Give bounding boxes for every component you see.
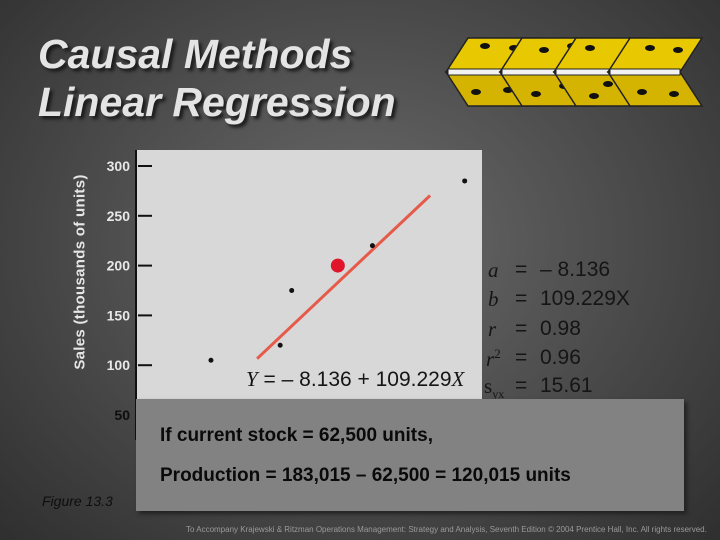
stat-syx-equals: = [515, 374, 528, 397]
stat-b-symbol: b [488, 287, 499, 311]
stat-r2-value: 0.96 [540, 346, 581, 369]
forecast-point [330, 258, 345, 273]
slide-title: Causal Methods Linear Regression [38, 30, 396, 126]
observation-point [208, 357, 214, 363]
y-ticks: 300 250 200 150 100 50 [107, 158, 152, 423]
y-tick-label: 100 [107, 357, 131, 373]
stat-r2-symbol: r2 [486, 346, 501, 371]
dice-icon [444, 37, 704, 107]
y-tick-label: 300 [107, 158, 131, 174]
stat-r2-equals: = [515, 346, 528, 369]
stat-a-symbol: a [488, 258, 499, 282]
observation-point [277, 342, 283, 348]
stat-r-value: 0.98 [540, 317, 581, 340]
y-tick-label: 250 [107, 208, 131, 224]
observations [208, 178, 468, 363]
stat-b-value: 109.229X [540, 287, 630, 310]
stat-r-symbol: r [488, 317, 497, 341]
stat-a-equals: = [515, 258, 528, 281]
stat-a-value: – 8.136 [540, 258, 611, 281]
observation-point [369, 243, 375, 249]
y-tick-label: 200 [107, 258, 131, 274]
y-tick-label: 50 [114, 407, 130, 423]
plot-background [136, 150, 482, 440]
figure-label: Figure 13.3 [42, 493, 113, 509]
stat-syx-symbol: syx [484, 374, 505, 402]
observation-point [462, 178, 468, 184]
observation-point [289, 288, 295, 293]
footer-credit: To Accompany Krajewski & Ritzman Operati… [186, 525, 707, 534]
stat-r-equals: = [515, 317, 528, 340]
regression-line [256, 194, 432, 360]
callout-box: If current stock = 62,500 units, Product… [136, 399, 684, 511]
y-tick-label: 150 [107, 307, 131, 323]
title-line-1: Causal Methods [38, 31, 353, 77]
stat-b-equals: = [515, 287, 528, 310]
title-line-2: Linear Regression [38, 79, 396, 125]
stat-syx-value: 15.61 [540, 374, 593, 397]
callout-line-2: Production = 183,015 – 62,500 = 120,015 … [160, 465, 571, 486]
callout-line-1: If current stock = 62,500 units, [160, 425, 433, 446]
regression-equation: Y = – 8.136 + 109.229X [246, 367, 465, 391]
